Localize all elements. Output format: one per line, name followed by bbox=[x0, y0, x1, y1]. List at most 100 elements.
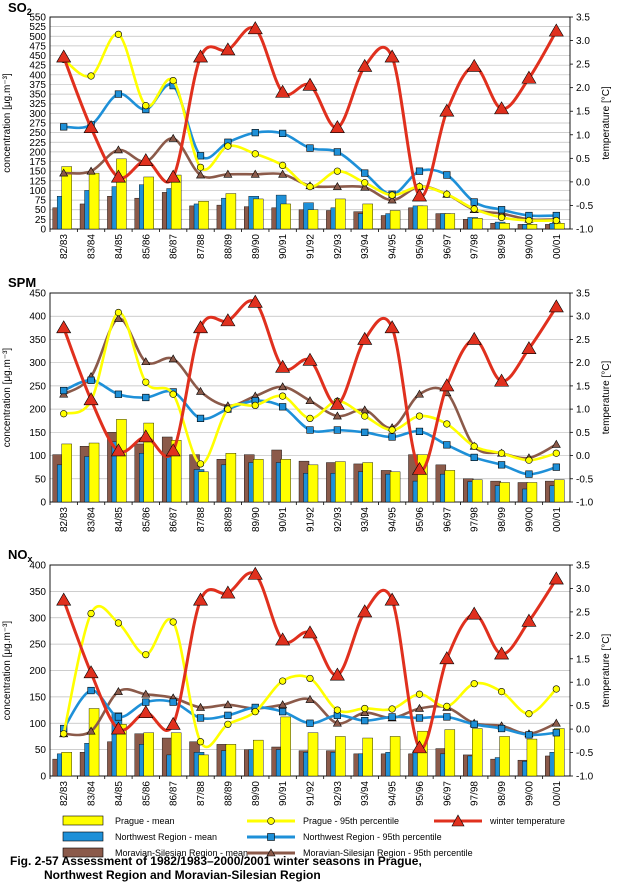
bar-prague bbox=[198, 754, 209, 777]
bar-prague bbox=[526, 738, 538, 777]
y2-tick-label: 1.0 bbox=[576, 405, 590, 416]
point-northwest-p95 bbox=[279, 708, 287, 716]
point-winter-temperature bbox=[411, 188, 427, 202]
y2-tick-label: 0.0 bbox=[576, 451, 590, 462]
point-moravian-p95 bbox=[196, 170, 206, 179]
point-prague-p95 bbox=[470, 680, 478, 688]
point-prague-p95 bbox=[306, 674, 314, 683]
point-moravian-p95 bbox=[86, 726, 96, 735]
point-northwest-p95 bbox=[306, 144, 314, 152]
x-tick-label: 92/93 bbox=[333, 234, 344, 259]
point-moravian-p95 bbox=[414, 703, 424, 712]
x-tick-label: 93/94 bbox=[360, 781, 371, 806]
point-prague-p95 bbox=[224, 405, 232, 413]
point-northwest-p95 bbox=[443, 171, 451, 179]
y-tick-label: 150 bbox=[29, 167, 46, 178]
point-winter-temperature bbox=[329, 120, 345, 134]
point-moravian-p95 bbox=[278, 382, 288, 391]
bar-prague bbox=[307, 732, 319, 777]
y2-tick-label: 3.0 bbox=[576, 584, 590, 595]
y-tick-label: 150 bbox=[29, 428, 46, 439]
point-winter-temperature bbox=[521, 613, 537, 627]
x-tick-label: 97/98 bbox=[470, 781, 481, 806]
point-northwest-p95 bbox=[279, 403, 287, 411]
point-moravian-p95 bbox=[196, 386, 206, 395]
point-winter-temperature bbox=[110, 721, 126, 735]
point-northwest-p95 bbox=[306, 426, 314, 434]
bar-prague bbox=[417, 205, 428, 230]
point-northwest-p95 bbox=[333, 426, 341, 434]
point-prague-p95 bbox=[361, 179, 369, 187]
point-prague-p95 bbox=[443, 702, 451, 710]
point-winter-temperature bbox=[384, 320, 400, 334]
y-tick-label: 350 bbox=[29, 587, 46, 598]
y2-tick-label: 2.0 bbox=[576, 631, 590, 642]
legend-prague-p95: Prague - 95th percentile bbox=[243, 814, 453, 828]
x-tick-label: 00/01 bbox=[552, 507, 563, 532]
point-northwest-p95 bbox=[470, 198, 478, 206]
bar-prague bbox=[170, 732, 182, 777]
y2-tick-label: 2.5 bbox=[576, 607, 590, 618]
point-northwest-p95 bbox=[196, 714, 205, 722]
y2-tick-label: 2.5 bbox=[576, 60, 590, 71]
bar-prague bbox=[362, 737, 373, 777]
point-prague-p95 bbox=[525, 216, 533, 225]
y2-tick-label: -1.0 bbox=[576, 772, 594, 783]
x-tick-label: 00/01 bbox=[552, 234, 563, 259]
point-winter-temperature bbox=[357, 604, 373, 618]
y2-tick-label: -1.0 bbox=[576, 498, 594, 509]
x-tick-label: 96/97 bbox=[442, 507, 453, 532]
x-tick-label: 92/93 bbox=[333, 507, 344, 532]
y-tick-label: 0 bbox=[40, 498, 46, 509]
point-northwest-p95 bbox=[497, 724, 506, 733]
bar-prague bbox=[307, 209, 319, 230]
legend-winter-temperature: winter temperature bbox=[430, 814, 615, 828]
y2-tick-label: 2.5 bbox=[576, 335, 590, 346]
point-moravian-p95 bbox=[278, 169, 288, 178]
y-tick-label: 75 bbox=[35, 196, 47, 207]
x-tick-label: 87/88 bbox=[196, 234, 207, 259]
point-prague-p95 bbox=[306, 414, 314, 423]
point-winter-temperature bbox=[521, 70, 537, 84]
point-prague-p95 bbox=[196, 738, 205, 746]
point-moravian-p95 bbox=[305, 694, 315, 703]
y-tick-label: 325 bbox=[29, 99, 46, 110]
point-moravian-p95 bbox=[168, 354, 178, 363]
x-tick-label: 89/90 bbox=[251, 507, 262, 532]
point-winter-temperature bbox=[138, 705, 154, 719]
point-prague-p95 bbox=[415, 690, 424, 698]
legend-label: Northwest Region - 95th percentile bbox=[303, 832, 442, 842]
point-prague-p95 bbox=[333, 706, 341, 714]
y-tick-label: 300 bbox=[29, 109, 46, 120]
point-winter-temperature bbox=[521, 341, 537, 355]
point-moravian-p95 bbox=[86, 166, 96, 175]
point-moravian-p95 bbox=[387, 195, 397, 204]
x-tick-label: 90/91 bbox=[278, 507, 289, 532]
point-winter-temperature bbox=[165, 169, 181, 183]
point-winter-temperature bbox=[439, 103, 455, 117]
x-tick-label: 89/90 bbox=[251, 781, 262, 806]
point-winter-temperature bbox=[494, 101, 510, 115]
point-winter-temperature bbox=[411, 461, 427, 475]
point-prague-p95 bbox=[470, 442, 478, 450]
x-tick-label: 96/97 bbox=[442, 234, 453, 259]
point-northwest-p95 bbox=[497, 461, 506, 469]
bar-prague bbox=[499, 736, 510, 777]
y-tick-label: 250 bbox=[29, 128, 46, 139]
x-tick-label: 88/89 bbox=[223, 234, 234, 259]
point-winter-temperature bbox=[247, 21, 263, 35]
bar-prague bbox=[253, 198, 264, 230]
y-tick-label: 175 bbox=[29, 157, 46, 168]
bar-prague bbox=[253, 459, 264, 503]
point-moravian-p95 bbox=[223, 700, 233, 709]
point-prague-p95 bbox=[169, 76, 177, 85]
point-prague-p95 bbox=[443, 190, 451, 198]
legend-prague-mean: Prague - mean bbox=[55, 814, 235, 828]
bar-prague bbox=[225, 193, 237, 230]
bar-prague bbox=[307, 464, 319, 503]
bar-prague bbox=[554, 479, 565, 503]
y-tick-label: 200 bbox=[29, 666, 46, 677]
point-northwest-p95 bbox=[470, 720, 478, 728]
x-tick-label: 82/83 bbox=[59, 781, 70, 806]
bar-prague bbox=[444, 729, 456, 777]
